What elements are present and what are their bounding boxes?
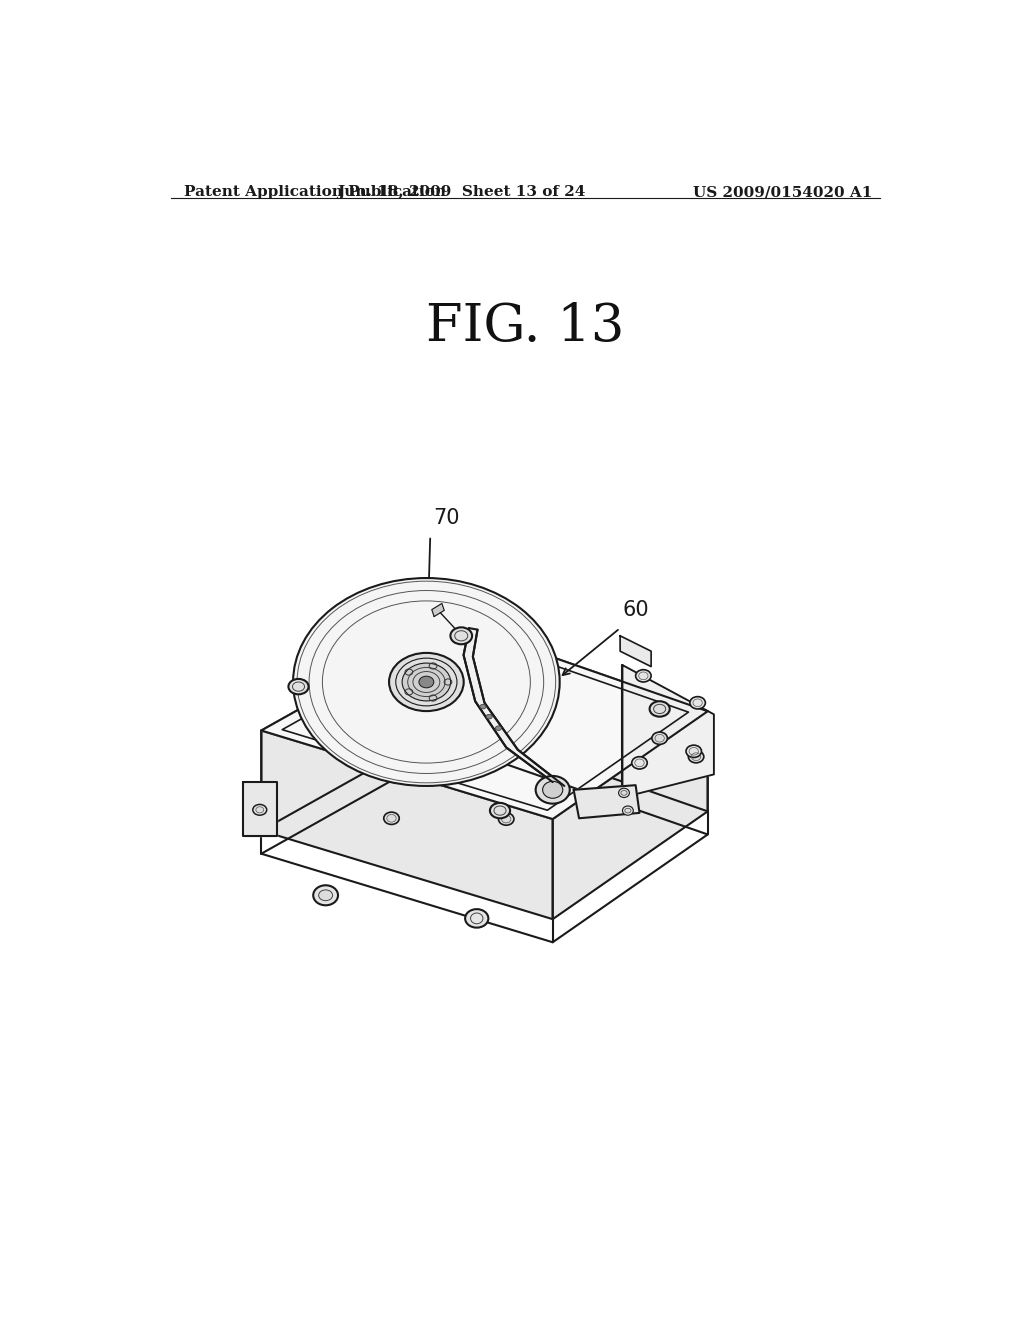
Ellipse shape [480,705,486,709]
Polygon shape [573,785,640,818]
Text: Patent Application Publication: Patent Application Publication [183,185,445,199]
Ellipse shape [543,781,563,799]
Ellipse shape [499,813,514,825]
Ellipse shape [536,776,569,804]
Polygon shape [243,781,276,836]
Polygon shape [261,623,708,818]
Ellipse shape [293,578,560,785]
Polygon shape [621,636,651,667]
Ellipse shape [419,676,434,688]
Polygon shape [464,628,564,785]
Ellipse shape [289,678,308,694]
Ellipse shape [686,744,701,758]
Ellipse shape [690,697,706,709]
Polygon shape [432,603,444,616]
Ellipse shape [402,663,451,701]
Ellipse shape [486,714,493,719]
Ellipse shape [496,726,502,730]
Ellipse shape [632,756,647,770]
Ellipse shape [652,733,668,744]
Ellipse shape [389,653,464,711]
Ellipse shape [451,627,472,644]
Polygon shape [553,711,708,919]
Ellipse shape [253,804,266,816]
Ellipse shape [465,909,488,928]
Text: Jun. 18, 2009  Sheet 13 of 24: Jun. 18, 2009 Sheet 13 of 24 [337,185,586,199]
Ellipse shape [313,886,338,906]
Text: 60: 60 [623,601,649,620]
Polygon shape [261,730,553,919]
Ellipse shape [623,807,633,816]
Text: US 2009/0154020 A1: US 2009/0154020 A1 [692,185,872,199]
Polygon shape [454,623,708,812]
Ellipse shape [636,669,651,682]
Ellipse shape [318,890,333,900]
Ellipse shape [688,751,703,763]
Ellipse shape [618,788,630,797]
Ellipse shape [649,701,670,717]
Text: FIG. 13: FIG. 13 [426,301,624,352]
Polygon shape [623,665,714,797]
Polygon shape [261,623,454,830]
Ellipse shape [489,803,510,818]
Text: 70: 70 [433,508,460,528]
Ellipse shape [384,812,399,825]
